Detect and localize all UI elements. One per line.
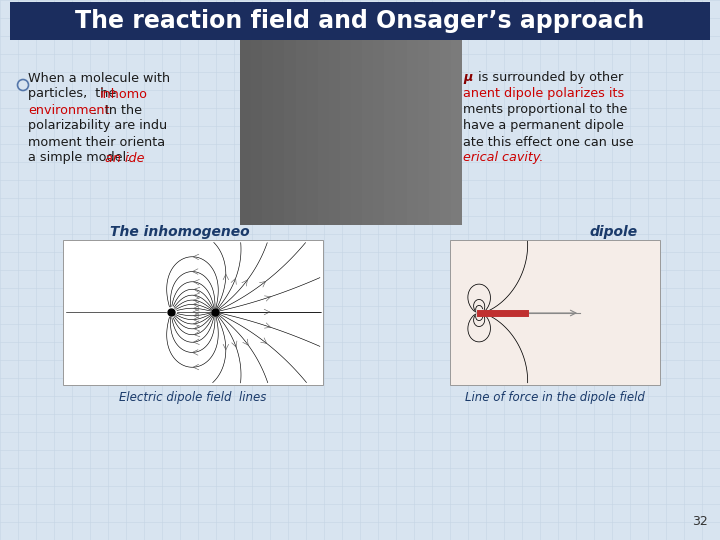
Bar [351,40,362,225]
Bar [329,40,340,225]
Bar [440,40,451,225]
Text: 32: 32 [692,515,708,528]
Text: ate this effect one can use: ate this effect one can use [463,136,634,148]
Text: moment their orienta: moment their orienta [28,136,165,148]
Bar [240,40,462,225]
Bar [318,40,329,225]
Text: ments proportional to the: ments proportional to the [463,104,627,117]
Bar [274,40,284,225]
Bar [428,40,440,225]
Text: environment: environment [28,104,109,117]
Text: an ide: an ide [105,152,145,165]
Bar [262,40,274,225]
Bar [340,40,351,225]
Bar [373,40,384,225]
Text: dipole: dipole [590,225,638,239]
Bar [451,40,462,225]
Bar [407,40,418,225]
Text: inhomo: inhomo [100,87,148,100]
Bar [307,40,318,225]
Text: The reaction field and Onsager’s approach: The reaction field and Onsager’s approac… [76,9,644,33]
Bar [450,240,660,385]
Bar [284,40,295,225]
Bar [418,40,428,225]
Text: μ: μ [463,71,472,84]
Text: anent dipole polarizes its: anent dipole polarizes its [463,87,624,100]
Bar [362,40,373,225]
Text: When a molecule with: When a molecule with [28,71,170,84]
Bar [251,40,262,225]
Bar [384,40,395,225]
Text: a simple model:: a simple model: [28,152,135,165]
Text: is surrounded by other: is surrounded by other [474,71,624,84]
Bar [395,40,407,225]
Text: Line of force in the dipole field: Line of force in the dipole field [465,390,645,403]
Bar [240,40,251,225]
Text: have a permanent dipole: have a permanent dipole [463,119,624,132]
Text: particles,  the: particles, the [28,87,120,100]
Text: erical cavity.: erical cavity. [463,152,544,165]
Text: The inhomogeneo: The inhomogeneo [110,225,250,239]
Text: polarizability are indu: polarizability are indu [28,119,167,132]
Bar [10,2,710,40]
Text: .  In the: . In the [93,104,142,117]
Bar [295,40,307,225]
Bar [63,240,323,385]
Text: Electric dipole field  lines: Electric dipole field lines [120,390,266,403]
